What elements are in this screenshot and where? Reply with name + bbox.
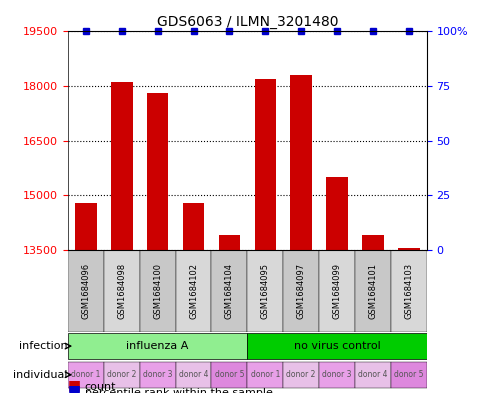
Text: no virus control: no virus control xyxy=(293,341,379,351)
Bar xyxy=(397,248,419,250)
Text: donor 5: donor 5 xyxy=(393,370,423,379)
Text: donor 5: donor 5 xyxy=(214,370,243,379)
FancyBboxPatch shape xyxy=(354,362,390,387)
FancyBboxPatch shape xyxy=(247,362,283,387)
FancyBboxPatch shape xyxy=(390,250,426,332)
Text: ■: ■ xyxy=(68,378,81,392)
Text: ■: ■ xyxy=(68,384,81,393)
Bar xyxy=(111,83,132,250)
Text: GSM1684096: GSM1684096 xyxy=(81,263,90,319)
Text: GSM1684099: GSM1684099 xyxy=(332,263,341,319)
FancyBboxPatch shape xyxy=(175,362,211,387)
FancyBboxPatch shape xyxy=(318,362,354,387)
Bar xyxy=(147,93,168,250)
Text: count: count xyxy=(85,382,116,392)
Text: GSM1684095: GSM1684095 xyxy=(260,263,269,319)
FancyBboxPatch shape xyxy=(104,250,139,332)
Bar xyxy=(362,235,383,250)
Text: GSM1684097: GSM1684097 xyxy=(296,263,305,319)
FancyBboxPatch shape xyxy=(354,250,390,332)
FancyBboxPatch shape xyxy=(283,250,318,332)
Text: donor 1: donor 1 xyxy=(71,370,100,379)
Text: infection: infection xyxy=(19,341,68,351)
FancyBboxPatch shape xyxy=(68,250,104,332)
Text: GSM1684102: GSM1684102 xyxy=(189,263,197,319)
Text: GSM1684101: GSM1684101 xyxy=(368,263,377,319)
Text: donor 4: donor 4 xyxy=(179,370,208,379)
FancyBboxPatch shape xyxy=(104,362,139,387)
FancyBboxPatch shape xyxy=(211,250,247,332)
Text: GSM1684103: GSM1684103 xyxy=(404,263,412,319)
Bar xyxy=(75,202,96,250)
Bar xyxy=(182,202,204,250)
Text: donor 2: donor 2 xyxy=(107,370,136,379)
Text: donor 3: donor 3 xyxy=(143,370,172,379)
FancyBboxPatch shape xyxy=(68,333,247,359)
FancyBboxPatch shape xyxy=(247,333,426,359)
Bar xyxy=(290,75,311,250)
Bar xyxy=(218,235,240,250)
FancyBboxPatch shape xyxy=(247,250,283,332)
Text: influenza A: influenza A xyxy=(126,341,188,351)
FancyBboxPatch shape xyxy=(175,250,211,332)
Text: donor 1: donor 1 xyxy=(250,370,279,379)
Text: donor 2: donor 2 xyxy=(286,370,315,379)
Bar xyxy=(326,177,347,250)
FancyBboxPatch shape xyxy=(139,250,175,332)
Text: individual: individual xyxy=(14,370,68,380)
FancyBboxPatch shape xyxy=(68,362,104,387)
FancyBboxPatch shape xyxy=(390,362,426,387)
Bar xyxy=(254,79,275,250)
Title: GDS6063 / ILMN_3201480: GDS6063 / ILMN_3201480 xyxy=(156,15,337,29)
FancyBboxPatch shape xyxy=(211,362,247,387)
Text: donor 3: donor 3 xyxy=(322,370,351,379)
FancyBboxPatch shape xyxy=(318,250,354,332)
Text: GSM1684104: GSM1684104 xyxy=(225,263,233,319)
Text: GSM1684098: GSM1684098 xyxy=(117,263,126,319)
FancyBboxPatch shape xyxy=(139,362,175,387)
Text: donor 4: donor 4 xyxy=(358,370,387,379)
FancyBboxPatch shape xyxy=(283,362,318,387)
Text: GSM1684100: GSM1684100 xyxy=(153,263,162,319)
Text: percentile rank within the sample: percentile rank within the sample xyxy=(85,388,272,393)
